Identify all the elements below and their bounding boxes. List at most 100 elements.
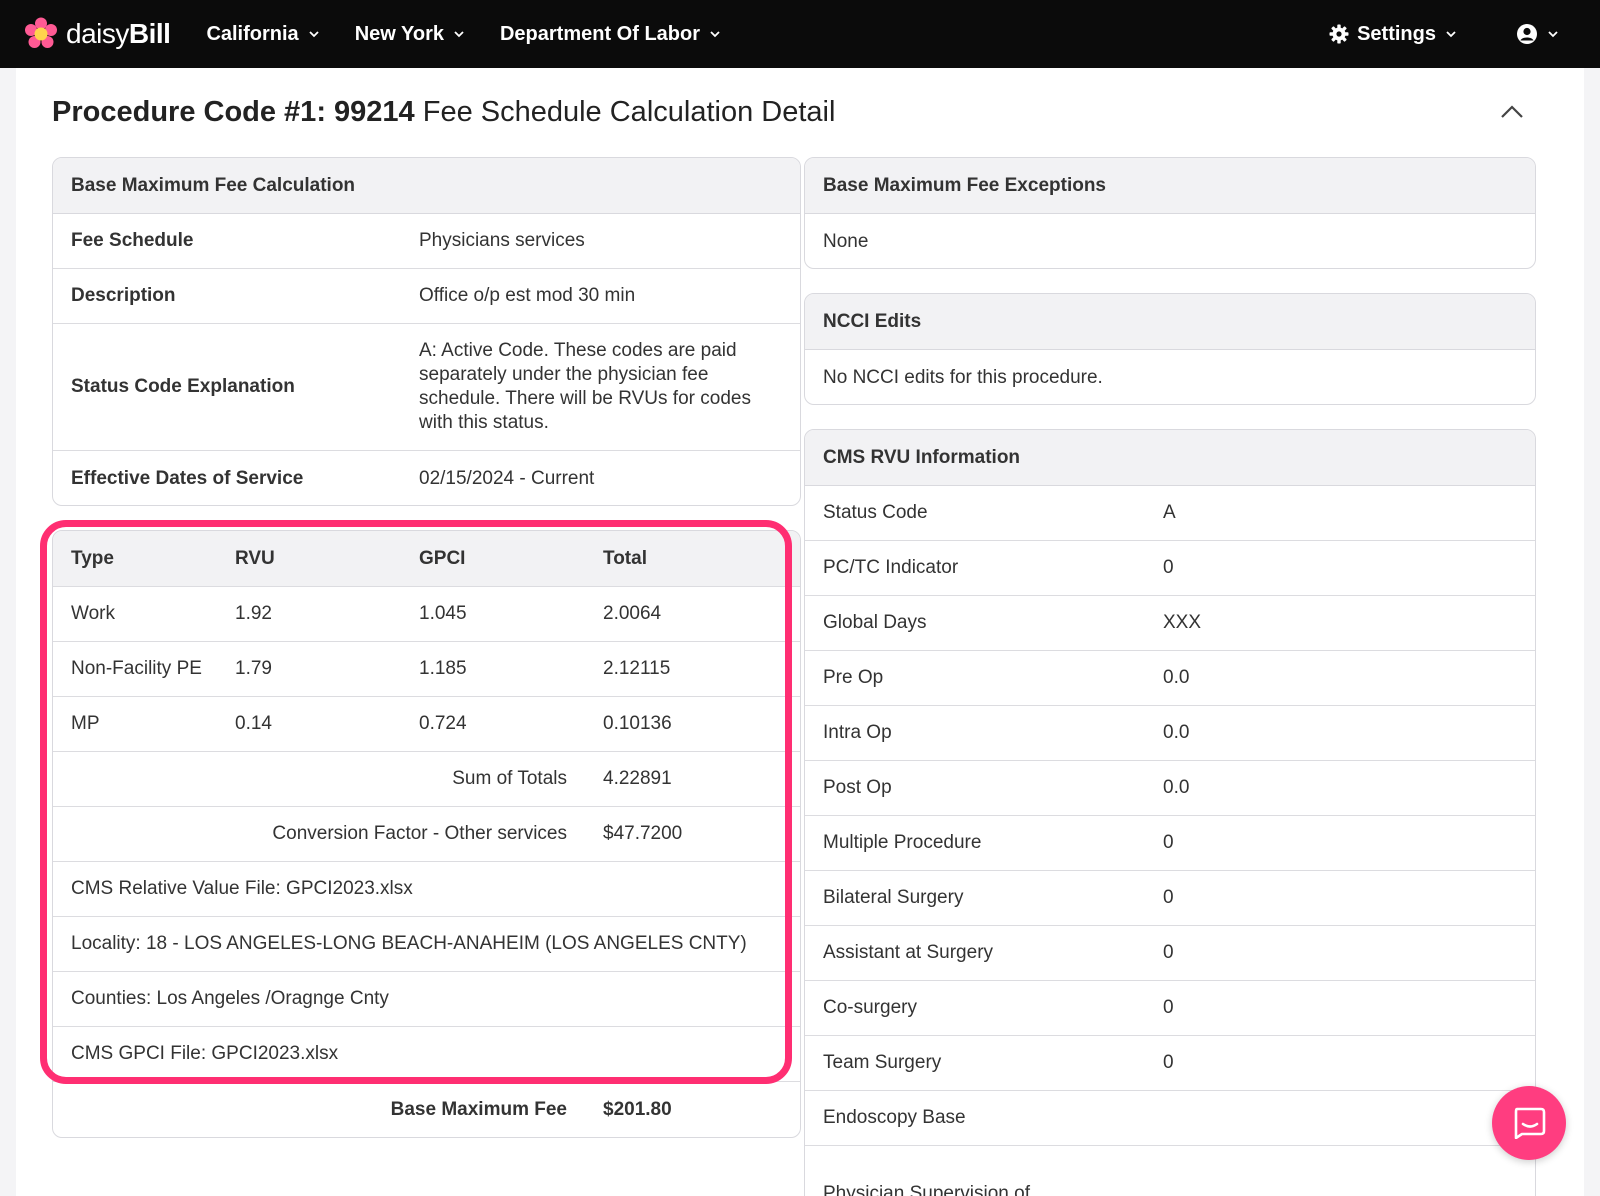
cell-gpci: 0.724 — [419, 713, 467, 734]
row-label: Description — [71, 285, 176, 306]
row-label: PC/TC Indicator — [823, 557, 959, 578]
row-value: 02/15/2024 - Current — [419, 467, 595, 489]
row-label: Global Days — [823, 612, 927, 633]
note-text: CMS GPCI File: GPCI2023.xlsx — [71, 1043, 339, 1064]
conversion-factor-row: Conversion Factor - Other services $47.7… — [53, 807, 800, 862]
cell-total: 2.12115 — [603, 658, 671, 679]
table-row: Multiple Procedure 0 — [805, 816, 1535, 871]
page-title-rest: Fee Schedule Calculation Detail — [414, 96, 836, 128]
row-label: Team Surgery — [823, 1052, 942, 1073]
nav-new-york[interactable]: New York — [355, 23, 464, 46]
daisybill-logo[interactable]: daisyBill — [24, 17, 171, 51]
row-label: Fee Schedule — [71, 230, 194, 251]
exceptions-row: None — [805, 214, 1535, 268]
note-text: Counties: Los Angeles /Oragnge Cnty — [71, 988, 389, 1009]
row-label: Endoscopy Base — [823, 1107, 966, 1128]
row-label: Post Op — [823, 777, 892, 798]
fee-exceptions-card: Base Maximum Fee Exceptions None — [804, 157, 1536, 269]
fee-schedule-row: Fee Schedule Physicians services — [53, 214, 800, 269]
nav-department-of-labor[interactable]: Department Of Labor — [500, 23, 720, 46]
row-value: 0 — [1163, 887, 1174, 908]
cell-type: Work — [71, 603, 115, 624]
row-value: 0.0 — [1163, 667, 1190, 688]
row-value: 0 — [1163, 832, 1174, 853]
note-text: Locality: 18 - LOS ANGELES-LONG BEACH-AN… — [71, 933, 747, 954]
row-value: 0.0 — [1163, 777, 1190, 798]
rvu-calculation-card: Type RVU GPCI Total Work 1.92 1.045 2.00… — [52, 530, 801, 1138]
nav-california-label: California — [206, 22, 299, 45]
chevron-down-icon — [1548, 31, 1558, 38]
gear-icon — [1329, 24, 1349, 44]
table-row: PC/TC Indicator 0 — [805, 541, 1535, 596]
row-value: 0 — [1163, 1052, 1174, 1073]
row-value: 0.0 — [1163, 722, 1190, 743]
table-row: Pre Op 0.0 — [805, 651, 1535, 706]
row-value: 0 — [1163, 942, 1174, 963]
cell-gpci: 1.185 — [419, 658, 467, 679]
base-fee-calculation-card: Base Maximum Fee Calculation Fee Schedul… — [52, 157, 801, 506]
row-value: XXX — [1163, 612, 1202, 633]
card-header: NCCI Edits — [805, 294, 1535, 350]
table-row: Endoscopy Base — [805, 1091, 1535, 1146]
main-panel: Procedure Code #1: 99214 Fee Schedule Ca… — [16, 68, 1584, 1196]
table-row: Intra Op 0.0 — [805, 706, 1535, 761]
col-rvu-header: RVU — [235, 547, 275, 569]
col-gpci-header: GPCI — [419, 547, 466, 569]
table-row: Status Code A — [805, 486, 1535, 541]
daisy-flower-icon — [25, 17, 57, 48]
row-label: Intra Op — [823, 722, 892, 743]
rvu-table-header: Type RVU GPCI Total — [53, 531, 800, 587]
table-row: Bilateral Surgery 0 — [805, 871, 1535, 926]
table-row: Assistant at Surgery 0 — [805, 926, 1535, 981]
row-label: Effective Dates of Service — [71, 467, 304, 489]
ncci-edits-card: NCCI Edits No NCCI edits for this proced… — [804, 293, 1536, 405]
sum-of-totals-row: Sum of Totals 4.22891 — [53, 752, 800, 807]
table-row: Team Surgery 0 — [805, 1036, 1535, 1091]
row-value: Office o/p est mod 30 min — [419, 285, 636, 306]
table-row: MP 0.14 0.724 0.10136 — [53, 697, 800, 752]
settings-menu[interactable]: Settings — [1329, 23, 1464, 46]
nav-new-york-label: New York — [354, 22, 444, 45]
row-value: A: Active Code. These codes are paid sep… — [419, 340, 751, 433]
table-row: Non-Facility PE 1.79 1.185 2.12115 — [53, 642, 800, 697]
table-row: Work 1.92 1.045 2.0064 — [53, 587, 800, 642]
nav-dol-label: Department Of Labor — [499, 22, 701, 45]
user-avatar-icon — [1517, 24, 1537, 44]
page-title-code: Procedure Code #1: 99214 — [52, 96, 415, 128]
card-header: Base Maximum Fee Exceptions — [805, 158, 1535, 214]
conversion-factor-value: $47.7200 — [603, 823, 683, 844]
exceptions-value: None — [823, 230, 869, 252]
sum-label: Sum of Totals — [452, 768, 567, 789]
chat-launcher-button[interactable] — [1492, 1086, 1566, 1160]
table-row: Physician Supervision of — [805, 1146, 1535, 1196]
base-fee-label: Base Maximum Fee — [390, 1098, 567, 1120]
row-value: 0 — [1163, 557, 1174, 578]
row-label: Status Code Explanation — [71, 376, 295, 397]
row-value: A — [1163, 502, 1176, 523]
col-type-header: Type — [71, 547, 114, 569]
ncci-row: No NCCI edits for this procedure. — [805, 350, 1535, 404]
cell-total: 0.10136 — [603, 713, 672, 734]
nav-right: Settings — [1329, 0, 1600, 68]
user-menu[interactable] — [1516, 23, 1558, 45]
row-label: Bilateral Surgery — [823, 887, 964, 908]
chevron-down-icon — [1446, 31, 1456, 38]
card-header: CMS RVU Information — [805, 430, 1535, 486]
base-fee-value: $201.80 — [603, 1098, 672, 1120]
sum-value: 4.22891 — [603, 768, 672, 789]
base-maximum-fee-row: Base Maximum Fee $201.80 — [53, 1082, 800, 1137]
table-row: Co-surgery 0 — [805, 981, 1535, 1036]
chevron-up-icon[interactable] — [1500, 104, 1524, 120]
effective-dates-row: Effective Dates of Service 02/15/2024 - … — [53, 451, 800, 505]
description-row: Description Office o/p est mod 30 min — [53, 269, 800, 324]
row-label: Status Code — [823, 502, 928, 523]
row-label: Physician Supervision of — [823, 1183, 1030, 1196]
ncci-value: No NCCI edits for this procedure. — [823, 366, 1103, 388]
top-nav: daisyBill California New York Department… — [0, 0, 1600, 68]
row-label: Multiple Procedure — [823, 832, 982, 853]
table-row: Global Days XXX — [805, 596, 1535, 651]
nav-california[interactable]: California — [206, 22, 319, 46]
chat-icon — [1514, 1107, 1546, 1139]
note-text: CMS Relative Value File: GPCI2023.xlsx — [71, 878, 413, 899]
table-row: Post Op 0.0 — [805, 761, 1535, 816]
